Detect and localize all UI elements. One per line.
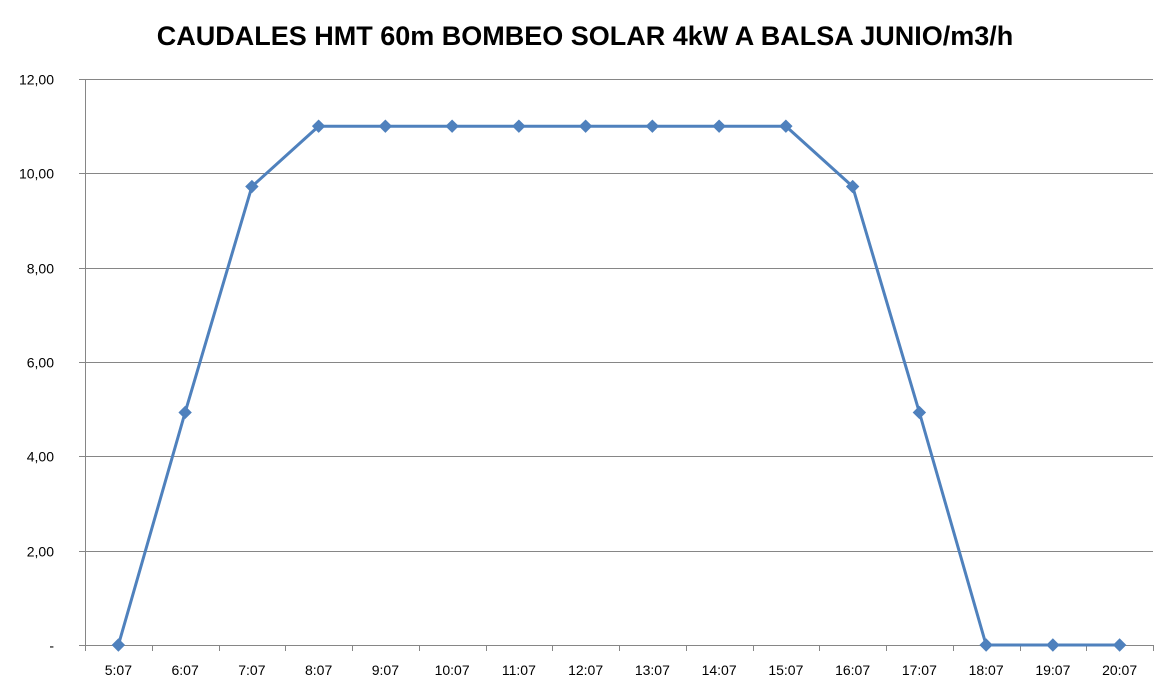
x-tick-label: 10:07 <box>435 662 470 678</box>
x-tick-label: 18:07 <box>969 662 1004 678</box>
data-point-marker <box>378 119 393 133</box>
data-point-marker <box>311 119 326 133</box>
y-tick-label: 12,00 <box>19 72 54 88</box>
x-tick-label: 17:07 <box>902 662 937 678</box>
data-point-marker <box>512 119 526 133</box>
x-tick-labels: 5:07 6:07 7:07 8:07 9:07 10:07 11:07 12:07 13:07… <box>105 662 1138 678</box>
x-tick-label: 20:07 <box>1102 662 1137 678</box>
data-point-marker <box>712 119 726 133</box>
x-tick-label: 6:07 <box>172 662 199 678</box>
gridlines <box>85 79 1153 552</box>
chart-title: CAUDALES HMT 60m BOMBEO SOLAR 4kW A BALS… <box>157 21 1014 51</box>
x-tick-label: 8:07 <box>305 662 332 678</box>
data-point-marker <box>912 405 927 420</box>
data-point-marker <box>245 179 259 194</box>
y-tick-label: 6,00 <box>27 355 54 371</box>
x-tick-label: 7:07 <box>238 662 265 678</box>
data-point-marker <box>111 638 126 652</box>
x-tick-label: 16:07 <box>835 662 870 678</box>
x-tick-label: 9:07 <box>372 662 399 678</box>
data-point-marker <box>779 119 793 133</box>
y-tick-label: - <box>49 638 54 654</box>
data-point-marker <box>445 119 459 133</box>
data-point-marker <box>1046 638 1060 652</box>
x-tick-label: 12:07 <box>568 662 603 678</box>
series-line <box>116 124 1122 647</box>
y-tick-labels: - 2,00 4,00 6,00 8,00 10,00 12,00 <box>19 72 54 654</box>
y-tick-label: 4,00 <box>27 449 54 465</box>
series-group <box>111 119 1127 652</box>
x-tick-label: 13:07 <box>635 662 670 678</box>
data-point-marker <box>1112 638 1127 652</box>
data-point-marker <box>645 119 660 133</box>
data-point-marker <box>845 179 860 194</box>
x-tick-label: 14:07 <box>702 662 737 678</box>
x-tick-label: 5:07 <box>105 662 132 678</box>
x-tick-label: 19:07 <box>1035 662 1070 678</box>
data-point-marker <box>578 119 593 133</box>
y-tick-label: 8,00 <box>27 261 54 277</box>
data-point-marker <box>979 638 993 652</box>
axes <box>79 79 1154 651</box>
y-tick-label: 2,00 <box>27 544 54 560</box>
x-tick-label: 15:07 <box>768 662 803 678</box>
x-tick-label: 11:07 <box>502 662 536 678</box>
y-tick-label: 10,00 <box>19 166 54 182</box>
data-point-marker <box>178 405 192 420</box>
